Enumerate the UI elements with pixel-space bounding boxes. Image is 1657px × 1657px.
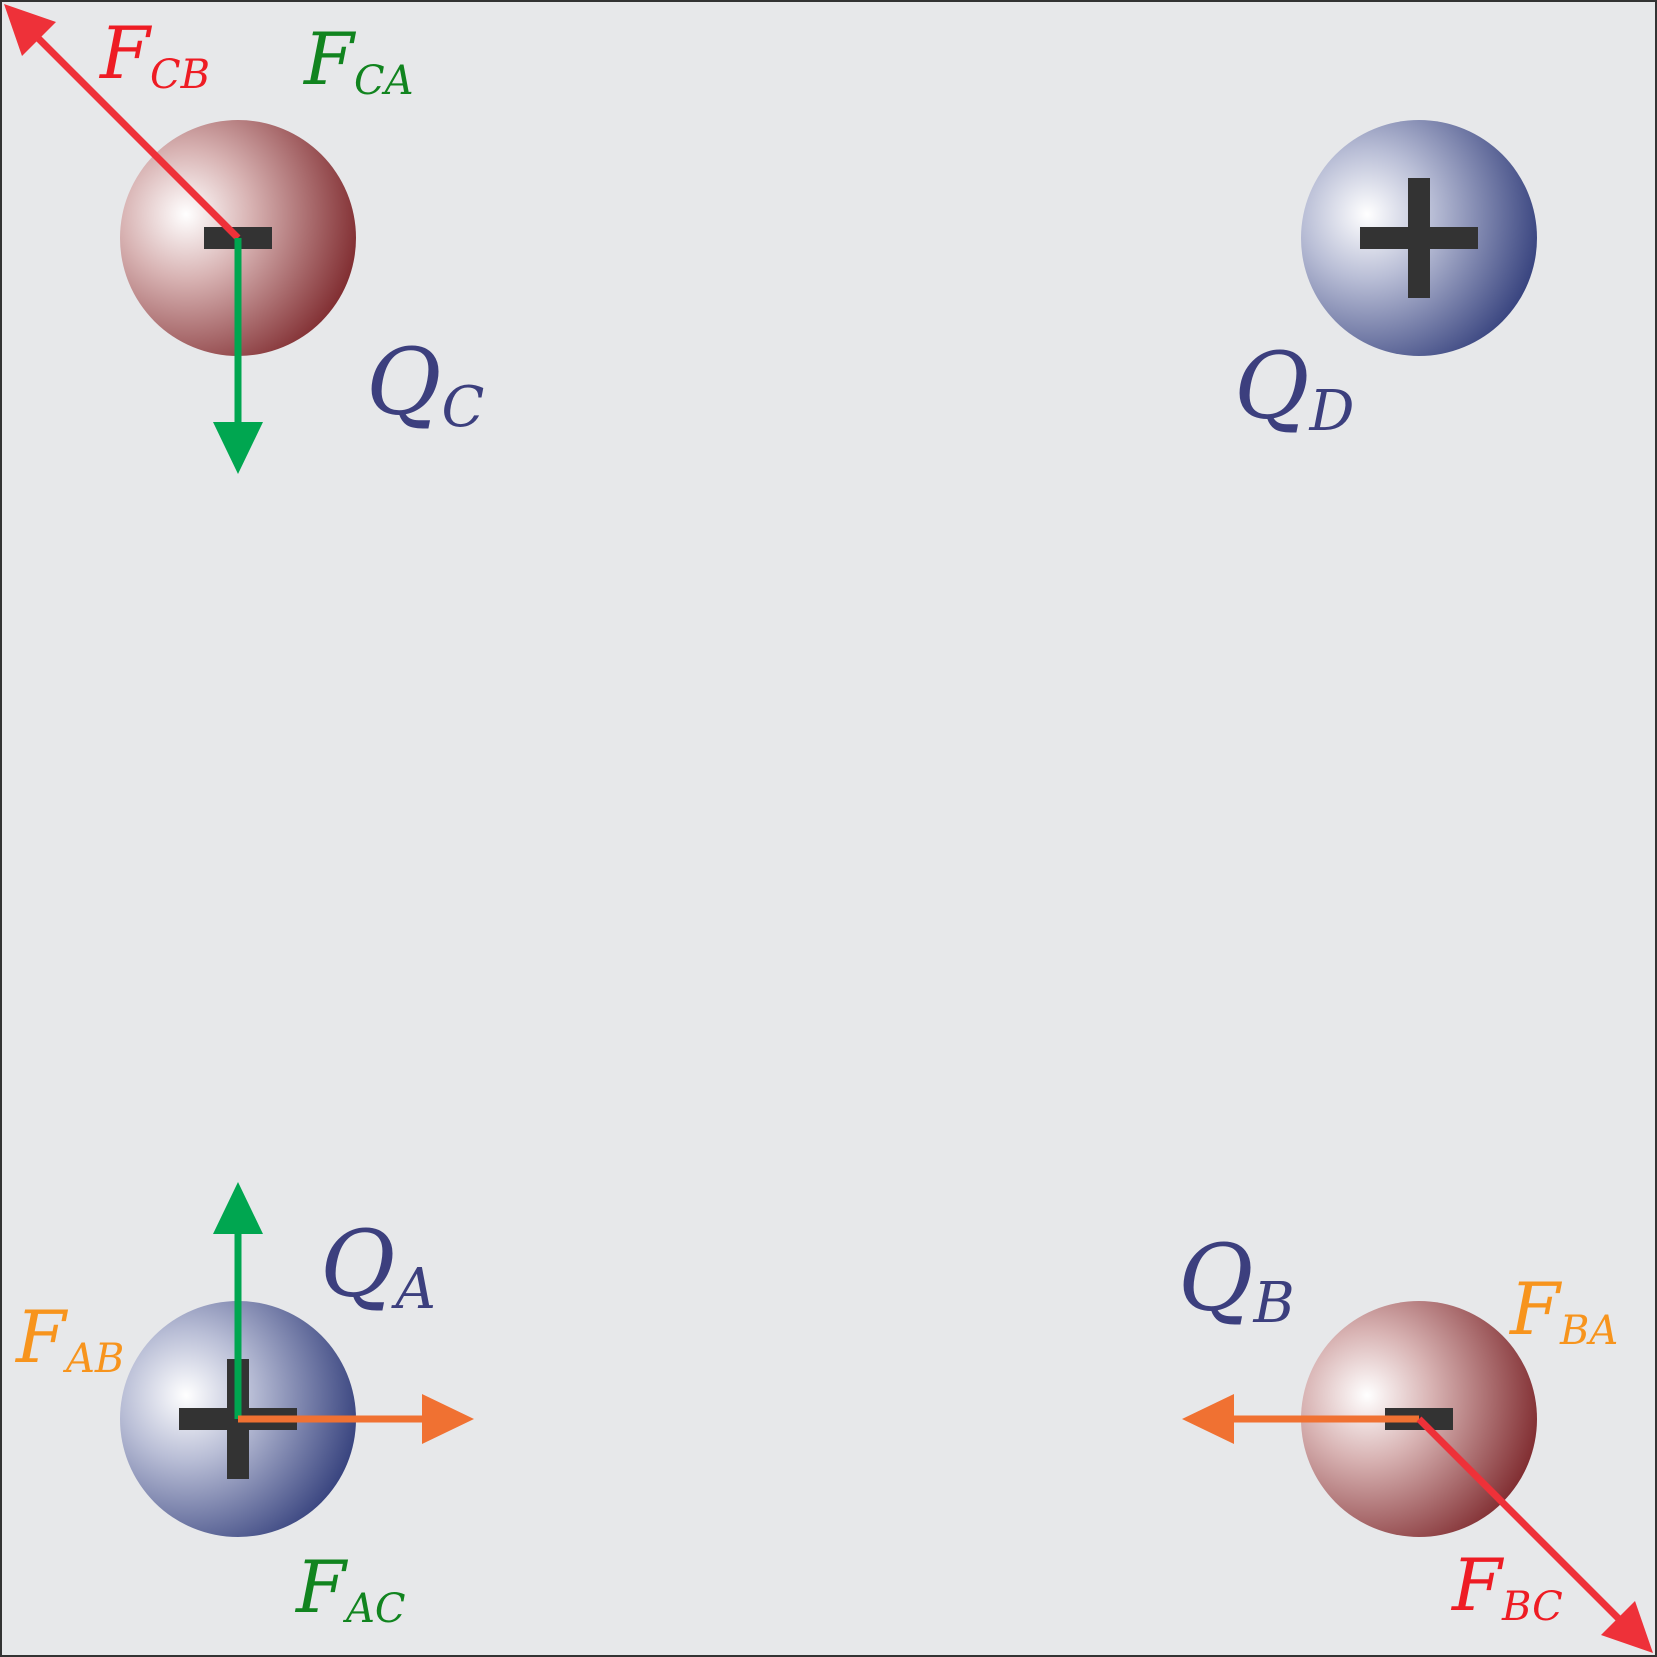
force-arrow-ba [1182,1394,1419,1444]
force-label-cb: FCB [98,11,210,98]
arrowhead-icon [4,4,56,56]
force-arrow-ab [238,1394,474,1444]
force-arrow-ca [213,238,263,474]
force-label-ca: FCA [302,17,413,104]
force-arrow-bc [1416,1416,1653,1653]
charge-d [1301,120,1537,356]
charge-label-d: QD [1234,333,1354,444]
force-label-ab: FAB [14,1295,124,1382]
charge-label-b: QB [1178,1225,1295,1336]
charge-label-c: QC [366,329,484,440]
force-arrow-cb [4,4,241,241]
arrowhead-icon [1182,1394,1234,1444]
force-arrow-ac [213,1182,263,1419]
arrowhead-icon [422,1394,474,1444]
plus-sign-icon [1408,178,1430,298]
arrowhead-icon [213,422,263,474]
arrowhead-icon [213,1182,263,1234]
force-label-ba: FBA [1508,1267,1618,1354]
arrowhead-icon [1601,1601,1653,1653]
force-label-bc: FBC [1450,1543,1563,1630]
force-label-ac: FAC [294,1545,405,1632]
charge-label-a: QA [320,1211,436,1322]
